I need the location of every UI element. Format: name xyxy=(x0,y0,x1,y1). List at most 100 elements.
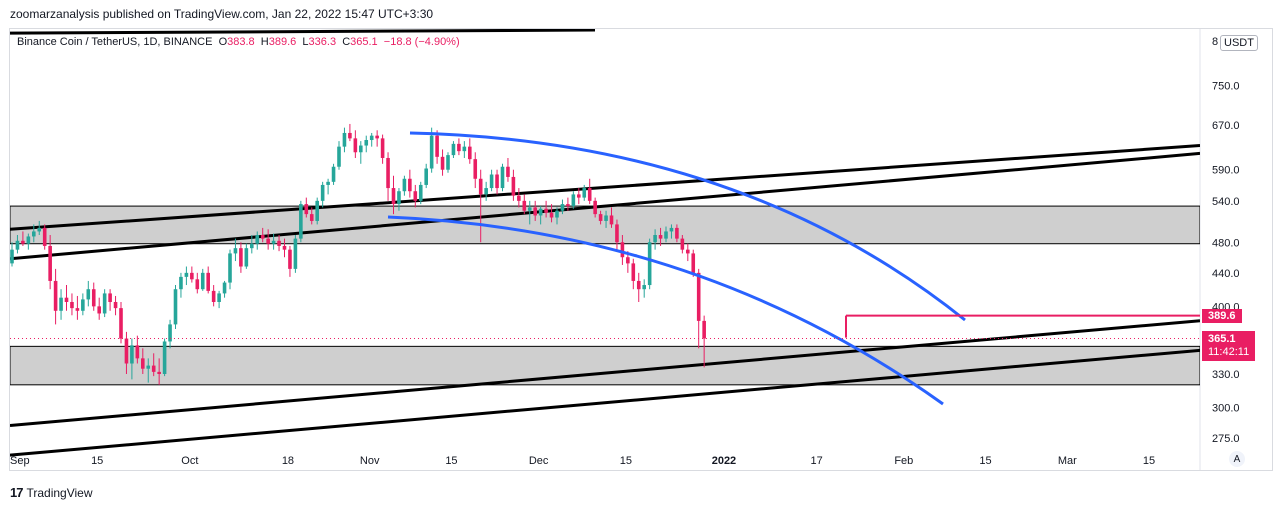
candle xyxy=(631,258,636,290)
candle xyxy=(293,235,298,273)
y-tick-label: 590.0 xyxy=(1212,165,1240,177)
candle-body xyxy=(124,338,129,364)
candle-body xyxy=(15,240,20,250)
high-line-price-tag: 389.6 xyxy=(1202,309,1242,323)
candle xyxy=(86,280,91,307)
candle-body xyxy=(418,184,423,201)
candle-body xyxy=(402,178,407,192)
candle-body xyxy=(435,135,439,157)
change-value: −18.8 (−4.90%) xyxy=(383,36,460,48)
candle xyxy=(162,338,167,377)
candle xyxy=(337,141,341,170)
currency-button[interactable]: USDT xyxy=(1220,35,1258,51)
candle xyxy=(190,266,194,283)
candle xyxy=(680,235,685,254)
candle-body xyxy=(271,240,276,244)
candle-body xyxy=(162,341,167,374)
candle xyxy=(664,226,668,243)
candle xyxy=(342,127,347,153)
candle-body xyxy=(239,248,243,267)
candle xyxy=(598,210,603,225)
candle xyxy=(130,338,134,380)
candle-body xyxy=(75,308,80,311)
candle xyxy=(10,242,14,267)
candle-body xyxy=(157,371,161,374)
candle-body xyxy=(320,184,325,201)
x-tick-label: 15 xyxy=(445,455,457,467)
candle xyxy=(97,297,101,320)
candle-body xyxy=(462,146,467,152)
candle-body xyxy=(359,145,363,153)
candle xyxy=(478,169,483,243)
candle xyxy=(484,181,488,201)
lower-channel-b xyxy=(10,348,1200,457)
candle xyxy=(413,184,418,208)
candle xyxy=(113,295,118,316)
candle xyxy=(604,210,608,228)
open-label: O xyxy=(218,36,228,48)
candle xyxy=(517,188,521,208)
last-price-value: 365.1 xyxy=(1208,333,1236,345)
candle xyxy=(91,282,96,311)
candle-body xyxy=(342,132,347,147)
candle xyxy=(277,235,281,252)
candle-body xyxy=(184,272,189,277)
candle-body xyxy=(544,208,548,213)
y-tick-label: 440.0 xyxy=(1212,268,1240,280)
x-tick-label: Dec xyxy=(529,455,549,467)
x-tick-label: Feb xyxy=(894,455,913,467)
candle xyxy=(533,200,537,221)
candle xyxy=(538,206,543,225)
x-tick-label: 15 xyxy=(91,455,103,467)
candle xyxy=(397,188,401,211)
candle-body xyxy=(391,188,396,205)
candle xyxy=(440,149,445,176)
candle-body xyxy=(53,280,58,311)
candle xyxy=(495,169,499,195)
candle xyxy=(331,163,336,185)
candle-body xyxy=(446,155,450,170)
candle xyxy=(299,200,303,243)
candle-body xyxy=(48,245,52,281)
candle-body xyxy=(522,200,527,211)
y-tick-label: 670.0 xyxy=(1212,120,1240,132)
y-tick-label: 480.0 xyxy=(1212,237,1240,249)
candle xyxy=(15,235,20,254)
candle-body xyxy=(506,166,510,177)
lower-zone xyxy=(10,345,1200,386)
publish-header: zoomarzanalysis published on TradingView… xyxy=(10,7,434,21)
candle-body xyxy=(32,231,36,237)
candle xyxy=(326,178,330,195)
candle xyxy=(64,285,69,311)
candle xyxy=(609,207,614,228)
candle-body xyxy=(135,345,140,359)
candle xyxy=(380,134,385,164)
candle-body xyxy=(424,168,428,185)
auto-scale-button[interactable]: A xyxy=(1229,451,1245,467)
candle xyxy=(435,130,439,164)
last-price-tag: 365.1 11:42:11 xyxy=(1202,331,1256,361)
candle xyxy=(21,231,25,246)
candle-body xyxy=(309,214,314,221)
candle xyxy=(282,238,287,258)
candle-body xyxy=(451,143,456,156)
candle xyxy=(686,243,690,262)
chart-frame xyxy=(9,28,1273,471)
candle-body xyxy=(495,174,499,189)
candle xyxy=(184,266,189,286)
candle-body xyxy=(70,301,74,309)
candle-body xyxy=(615,224,619,243)
high-label: H xyxy=(260,36,269,48)
candle xyxy=(26,233,31,250)
close-value: 365.1 xyxy=(350,36,378,48)
candle-body xyxy=(375,135,379,139)
candle-body xyxy=(91,289,96,307)
candle-body xyxy=(598,214,603,221)
candle-body xyxy=(200,272,205,290)
candle-body xyxy=(566,204,570,207)
upper-arc xyxy=(409,131,966,322)
candle xyxy=(228,249,232,290)
candle-body xyxy=(511,176,516,196)
candle xyxy=(37,220,42,236)
candle-body xyxy=(222,282,227,294)
